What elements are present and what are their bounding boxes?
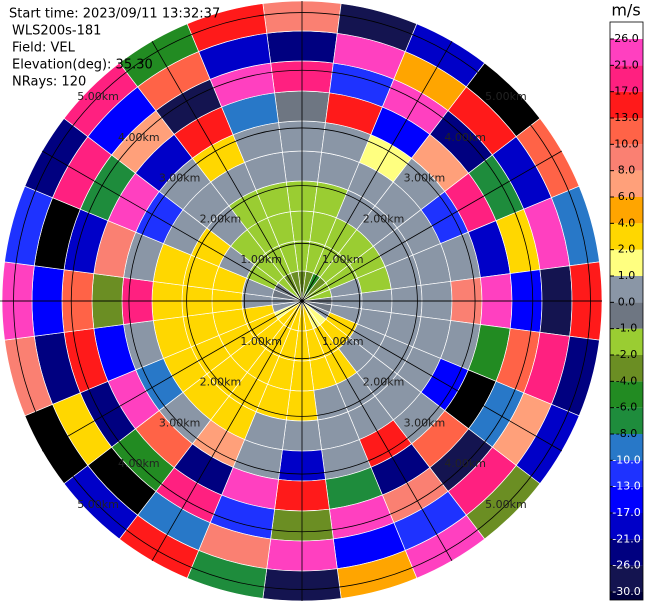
overlay: 1.00km 1.00km 1.00km 1.00km 2.00km 2.00km 2.00… (0, 1, 602, 601)
colorbar-tick-label: -13.0 (612, 480, 640, 493)
colorbar-segment (610, 39, 643, 66)
colorbar-tick-label: -30.0 (612, 585, 640, 598)
colorbar-tick-label: 6.0 (618, 190, 636, 203)
colorbar-segment (610, 407, 643, 434)
range-label: 2.00km (200, 212, 242, 225)
spoke (41, 150, 303, 302)
colorbar-tick-label: -6.0 (616, 401, 637, 414)
colorbar-segment (610, 302, 643, 329)
colorbar-frame (609, 21, 644, 601)
info-line: Field: VEL (12, 41, 76, 56)
info-line: WLS200s-181 (12, 24, 101, 39)
range-label: 3.00km (404, 172, 446, 185)
colorbar-tick-label: -8.0 (616, 427, 637, 440)
colorbar: -30.0 -26.0 -21.0 -17.0 -13.0 -10.0 -8.0 -6.0 -4… (609, 21, 644, 601)
range-label: 1.00km (240, 253, 282, 266)
colorbar-segment (610, 381, 643, 408)
colorbar-tick-label: -1.0 (616, 322, 637, 335)
colorbar-tick-label: 8.0 (618, 164, 636, 177)
spoke (301, 40, 453, 302)
info-line: Start time: 2023/09/11 13:32:37 (9, 7, 220, 22)
colorbar-tick-label: 0.0 (618, 295, 636, 308)
range-label: 4.00km (118, 457, 160, 470)
range-ring (243, 242, 361, 360)
colorbar-segment (610, 65, 643, 92)
spoke (151, 300, 303, 562)
spoke (41, 300, 303, 452)
colorbar-segment (610, 170, 643, 197)
range-label: 2.00km (363, 212, 405, 225)
colorbar-segment (610, 565, 643, 592)
colorbar-tick-label: 21.0 (614, 58, 639, 71)
colorbar-tick-label: -26.0 (612, 559, 640, 572)
range-label: 4.00km (444, 131, 486, 144)
colorbar-tick-label: 4.0 (618, 216, 636, 229)
colorbar-segment (610, 144, 643, 171)
info-line: Elevation(deg): 35.30 (12, 58, 153, 73)
range-label: 3.00km (159, 172, 201, 185)
colorbar-segment (610, 434, 643, 461)
colorbar-segment (610, 355, 643, 382)
colorbar-segment (610, 486, 643, 513)
colorbar-segment (610, 460, 643, 487)
colorbar-tick-label: 26.0 (614, 32, 639, 45)
range-ring (13, 12, 591, 590)
range-ring (70, 69, 534, 533)
range-label: 1.00km (322, 335, 364, 348)
gate (186, 3, 268, 53)
colorbar-tick-label: 13.0 (614, 111, 639, 124)
colorbar-segment (610, 223, 643, 250)
range-label: 5.00km (77, 90, 119, 103)
colorbar-segment (610, 276, 643, 303)
colorbar-tick-label: -4.0 (616, 374, 637, 387)
colorbar-segment (610, 592, 643, 600)
range-label: 4.00km (444, 457, 486, 470)
colorbar-segment (610, 513, 643, 540)
range-label: 5.00km (485, 90, 527, 103)
range-label: 5.00km (77, 498, 119, 511)
range-label: 1.00km (322, 253, 364, 266)
colorbar-tick-label: 17.0 (614, 85, 639, 98)
range-ring (128, 127, 476, 475)
range-label: 3.00km (159, 416, 201, 429)
range-ring (186, 185, 418, 417)
range-label: 3.00km (404, 416, 446, 429)
range-label: 2.00km (363, 376, 405, 389)
colorbar-tick-label: 1.0 (618, 269, 636, 282)
range-label: 1.00km (240, 335, 282, 348)
spoke (301, 300, 453, 562)
colorbar-segment (610, 197, 643, 224)
range-label: 5.00km (485, 498, 527, 511)
spoke (151, 40, 303, 302)
range-label: 2.00km (200, 376, 242, 389)
colorbar-tick-label: 10.0 (614, 137, 639, 150)
colorbar-unit: m/s (611, 1, 640, 20)
colorbar-tick-label: -2.0 (616, 348, 637, 361)
colorbar-tick-label: -21.0 (612, 532, 640, 545)
range-label: 4.00km (118, 131, 160, 144)
spoke (301, 150, 563, 302)
colorbar-segment (610, 249, 643, 276)
colorbar-segment (610, 328, 643, 355)
colorbar-tick-label: -10.0 (612, 453, 640, 466)
colorbar-segment (610, 91, 643, 118)
colorbar-segment (610, 539, 643, 566)
colorbar-tick-label: 2.0 (618, 243, 636, 256)
colorbar-tick-label: -17.0 (612, 506, 640, 519)
ppi-plot (1, 0, 603, 602)
spoke (301, 300, 563, 452)
colorbar-segment (610, 118, 643, 145)
info-line: NRays: 120 (12, 75, 86, 90)
